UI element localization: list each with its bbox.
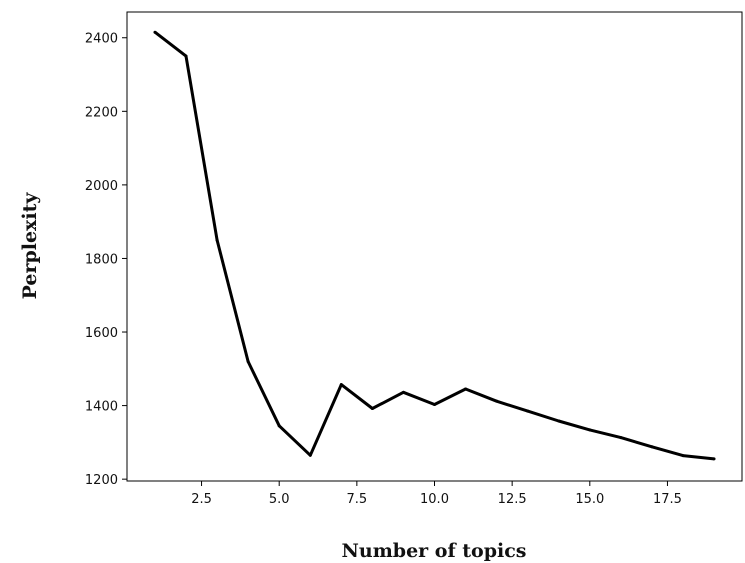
data-point	[712, 457, 716, 461]
data-point	[495, 399, 499, 403]
data-point	[557, 419, 561, 423]
x-tick-label: 17.5	[653, 492, 682, 507]
x-tick-label: 2.5	[191, 492, 212, 507]
data-point	[650, 445, 654, 449]
data-point	[184, 54, 188, 58]
x-tick-label: 15.0	[575, 492, 604, 507]
y-axis-title: Perplexity	[19, 192, 41, 300]
data-point	[246, 359, 250, 363]
y-axis-ticks: 1200 1400 1600 1800 2000 2200 2400	[85, 32, 127, 488]
data-point	[588, 428, 592, 432]
x-tick-label: 5.0	[269, 492, 290, 507]
data-point	[619, 436, 623, 440]
data-point	[464, 387, 468, 391]
data-point	[681, 454, 685, 458]
x-axis-title: Number of topics	[342, 540, 527, 562]
data-point	[526, 409, 530, 413]
data-point	[433, 402, 436, 406]
x-axis-ticks: 2.5 5.0 7.5 10.0 12.5 15.0 17.5	[191, 481, 682, 507]
x-tick-label: 10.0	[420, 492, 449, 507]
y-tick-label: 1800	[85, 252, 118, 267]
y-tick-label: 1200	[85, 473, 118, 488]
y-tick-label: 1600	[85, 326, 118, 341]
y-tick-label: 2400	[85, 32, 118, 47]
data-point	[153, 30, 157, 34]
data-points	[153, 30, 716, 461]
data-point	[277, 424, 281, 428]
y-tick-label: 2200	[85, 105, 118, 120]
x-tick-label: 7.5	[347, 492, 368, 507]
data-point	[308, 453, 312, 457]
data-point	[339, 383, 343, 387]
x-tick-label: 12.5	[498, 492, 527, 507]
data-point	[215, 238, 219, 242]
data-point	[401, 390, 405, 394]
data-point	[370, 407, 374, 411]
y-tick-label: 2000	[85, 179, 118, 194]
y-tick-label: 1400	[85, 400, 118, 415]
perplexity-series-line	[154, 31, 715, 461]
